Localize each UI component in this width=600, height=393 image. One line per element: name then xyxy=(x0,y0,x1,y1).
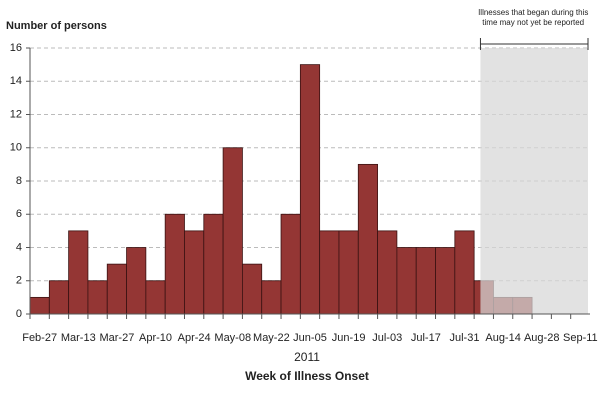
x-tick-label: Jun-05 xyxy=(293,332,327,344)
bar xyxy=(319,230,340,315)
x-tick-label: Apr-24 xyxy=(178,332,211,344)
bar xyxy=(87,280,108,315)
y-tick-label: 2 xyxy=(16,275,22,287)
x-tick-label: Apr-10 xyxy=(139,332,172,344)
bar xyxy=(145,280,166,315)
y-tick-label: 14 xyxy=(10,75,22,87)
reporting-lag-bracket xyxy=(479,38,589,50)
x-tick-label: Sep-11 xyxy=(563,332,598,344)
bar xyxy=(261,280,282,315)
x-axis-title: Week of Illness Onset xyxy=(245,369,369,383)
bar xyxy=(338,230,359,315)
x-tick-label: Aug-14 xyxy=(485,332,520,344)
bar xyxy=(415,247,436,315)
y-axis-title: Number of persons xyxy=(6,20,107,32)
y-tick-label: 0 xyxy=(16,308,22,320)
bar xyxy=(68,230,89,315)
bar xyxy=(222,147,243,315)
bar xyxy=(203,213,224,315)
annotation-box: Illnesses that began during this time ma… xyxy=(478,8,589,27)
x-tick-label: Feb-27 xyxy=(22,332,57,344)
bar xyxy=(164,213,185,315)
bar xyxy=(29,296,50,315)
x-tick-label: Jul-31 xyxy=(449,332,479,344)
bar xyxy=(435,247,456,315)
annotation: Illnesses that began during this time ma… xyxy=(478,8,589,27)
bar xyxy=(357,163,378,315)
y-tick-label: 4 xyxy=(16,241,22,253)
bar xyxy=(299,64,321,315)
x-tick-label: Mar-27 xyxy=(99,332,134,344)
x-tick-label: Jul-03 xyxy=(372,332,402,344)
x-tick-label: Jun-19 xyxy=(332,332,366,344)
x-tick-label: May-08 xyxy=(214,332,251,344)
bar xyxy=(377,230,398,315)
bar xyxy=(106,263,127,315)
y-tick-label: 8 xyxy=(16,175,22,187)
bar xyxy=(126,247,147,315)
x-tick-label: Mar-13 xyxy=(61,332,96,344)
x-tick-label: Jul-17 xyxy=(411,332,441,344)
x-tick-label: Aug-28 xyxy=(524,332,559,344)
bar xyxy=(396,247,417,315)
y-tick-label: 6 xyxy=(16,208,22,220)
y-tick-label: 10 xyxy=(10,142,22,154)
x-tick-label: May-22 xyxy=(253,332,290,344)
x-axis-year: 2011 xyxy=(294,350,320,364)
bar xyxy=(184,230,205,315)
bar xyxy=(454,230,475,315)
reporting-lag-shade xyxy=(480,48,588,314)
bar xyxy=(242,263,263,315)
y-tick-label: 16 xyxy=(10,42,22,54)
y-tick-label: 12 xyxy=(10,108,22,120)
bar xyxy=(48,280,70,315)
bar xyxy=(280,213,301,315)
